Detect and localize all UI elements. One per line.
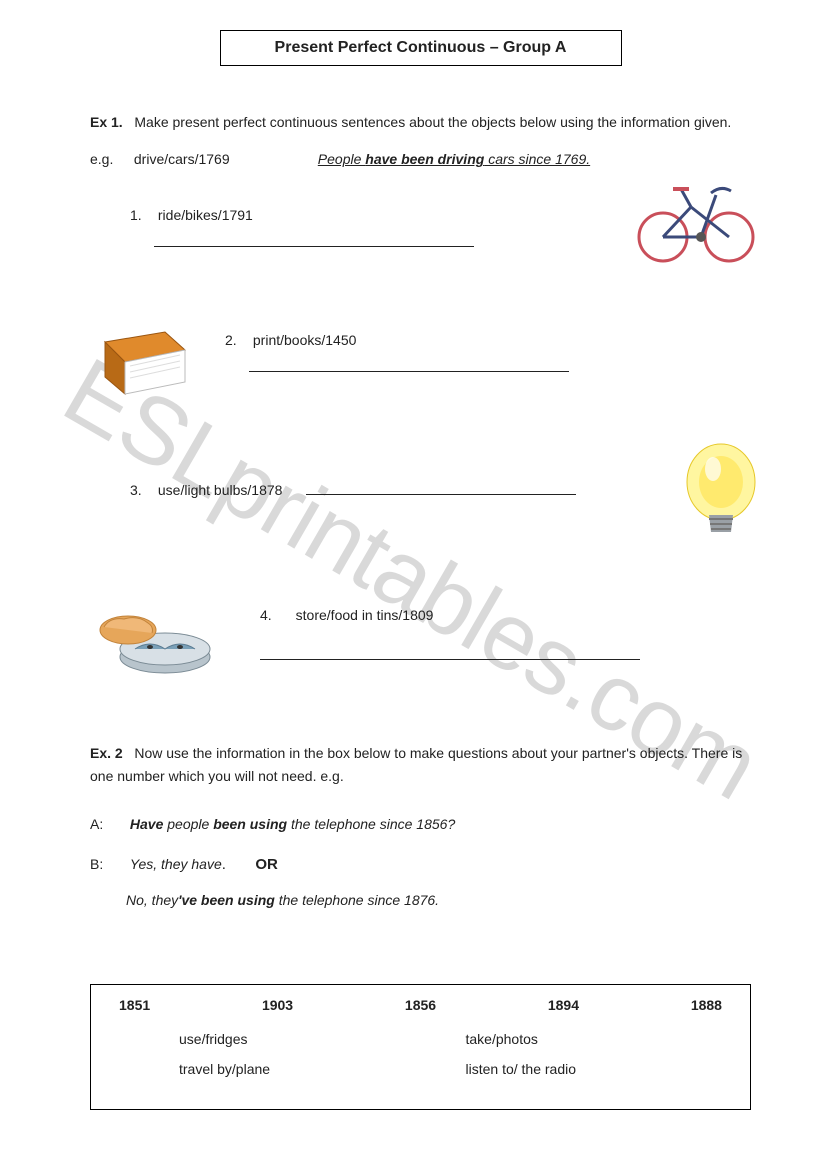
bike-icon: [631, 167, 761, 270]
box-item: travel by/plane: [119, 1061, 436, 1077]
b-yes: Yes, they have: [130, 856, 222, 872]
item-num: 1.: [130, 207, 154, 223]
year: 1851: [119, 997, 150, 1013]
box-years-row: 1851 1903 1856 1894 1888: [109, 997, 732, 1013]
ex2-dialog: A: Have people been using the telephone …: [90, 812, 751, 913]
item-prompt: store/food in tins/1809: [296, 607, 434, 623]
book-icon: [90, 322, 200, 405]
item-prompt: ride/bikes/1791: [158, 207, 253, 223]
info-box: 1851 1903 1856 1894 1888 use/fridges tak…: [90, 984, 751, 1110]
ex1-eg-label: e.g.: [90, 151, 130, 167]
box-item: use/fridges: [119, 1031, 436, 1047]
answer-blank[interactable]: [154, 245, 474, 247]
b-no-bold: 've been using: [178, 892, 275, 908]
a-bold2: been using: [213, 816, 287, 832]
box-row-2: travel by/plane listen to/ the radio: [109, 1061, 732, 1077]
dialog-line-b2: No, they've been using the telephone sin…: [126, 888, 751, 913]
item-prompt: print/books/1450: [253, 332, 357, 348]
dialog-line-b1: B: Yes, they have. OR: [90, 851, 751, 878]
ex1-eg-prompt: drive/cars/1769: [134, 151, 314, 167]
eg-post: cars since 1769.: [484, 151, 590, 167]
speaker-a: A:: [90, 812, 126, 837]
year: 1894: [548, 997, 579, 1013]
ex2-label: Ex. 2: [90, 745, 123, 761]
ex1-item-1: 1. ride/bikes/1791: [90, 207, 751, 287]
speaker-b: B:: [90, 852, 126, 877]
a-pre: Have: [130, 816, 163, 832]
year: 1888: [691, 997, 722, 1013]
dialog-line-a: A: Have people been using the telephone …: [90, 812, 751, 837]
ex1-item-2: 2. print/books/1450: [90, 322, 751, 417]
or-label: OR: [255, 856, 278, 873]
ex1-item-4: 4. store/food in tins/1809: [90, 597, 751, 707]
box-row-1: use/fridges take/photos: [109, 1031, 732, 1047]
a-post: the telephone since 1856?: [287, 816, 455, 832]
item-num: 3.: [130, 482, 154, 498]
b-no-pre: No, they: [126, 892, 178, 908]
ex1-item-3: 3. use/light bulbs/1878: [90, 452, 751, 562]
item-prompt: use/light bulbs/1878: [158, 482, 283, 498]
lightbulb-icon: [671, 437, 771, 560]
item-num: 2.: [225, 332, 249, 348]
ex1-instruction: Ex 1. Make present perfect continuous se…: [90, 111, 751, 133]
ex2-instruction: Ex. 2 Now use the information in the box…: [90, 742, 751, 787]
eg-bold: have been driving: [365, 151, 484, 167]
answer-blank[interactable]: [249, 370, 569, 372]
ex1-instruction-text: Make present perfect continuous sentence…: [134, 114, 731, 130]
ex1-label: Ex 1.: [90, 114, 123, 130]
eg-pre: People: [318, 151, 365, 167]
answer-blank[interactable]: [260, 658, 640, 660]
year: 1856: [405, 997, 436, 1013]
box-item: listen to/ the radio: [436, 1061, 723, 1077]
b-dot: .: [222, 856, 226, 873]
year: 1903: [262, 997, 293, 1013]
ex1-eg-answer: People have been driving cars since 1769…: [318, 151, 590, 167]
ex1-example-line: e.g. drive/cars/1769 People have been dr…: [90, 151, 751, 167]
a-mid: people: [163, 816, 213, 832]
worksheet-page: Present Perfect Continuous – Group A Ex …: [0, 0, 821, 1140]
tins-icon: [90, 597, 220, 690]
box-item: take/photos: [436, 1031, 723, 1047]
answer-blank[interactable]: [306, 493, 576, 495]
page-title: Present Perfect Continuous – Group A: [220, 30, 622, 66]
b-no-post: the telephone since 1876.: [275, 892, 439, 908]
ex2-block: Ex. 2 Now use the information in the box…: [90, 742, 751, 913]
ex2-instruction-text: Now use the information in the box below…: [90, 745, 742, 783]
item-num: 4.: [260, 607, 284, 623]
